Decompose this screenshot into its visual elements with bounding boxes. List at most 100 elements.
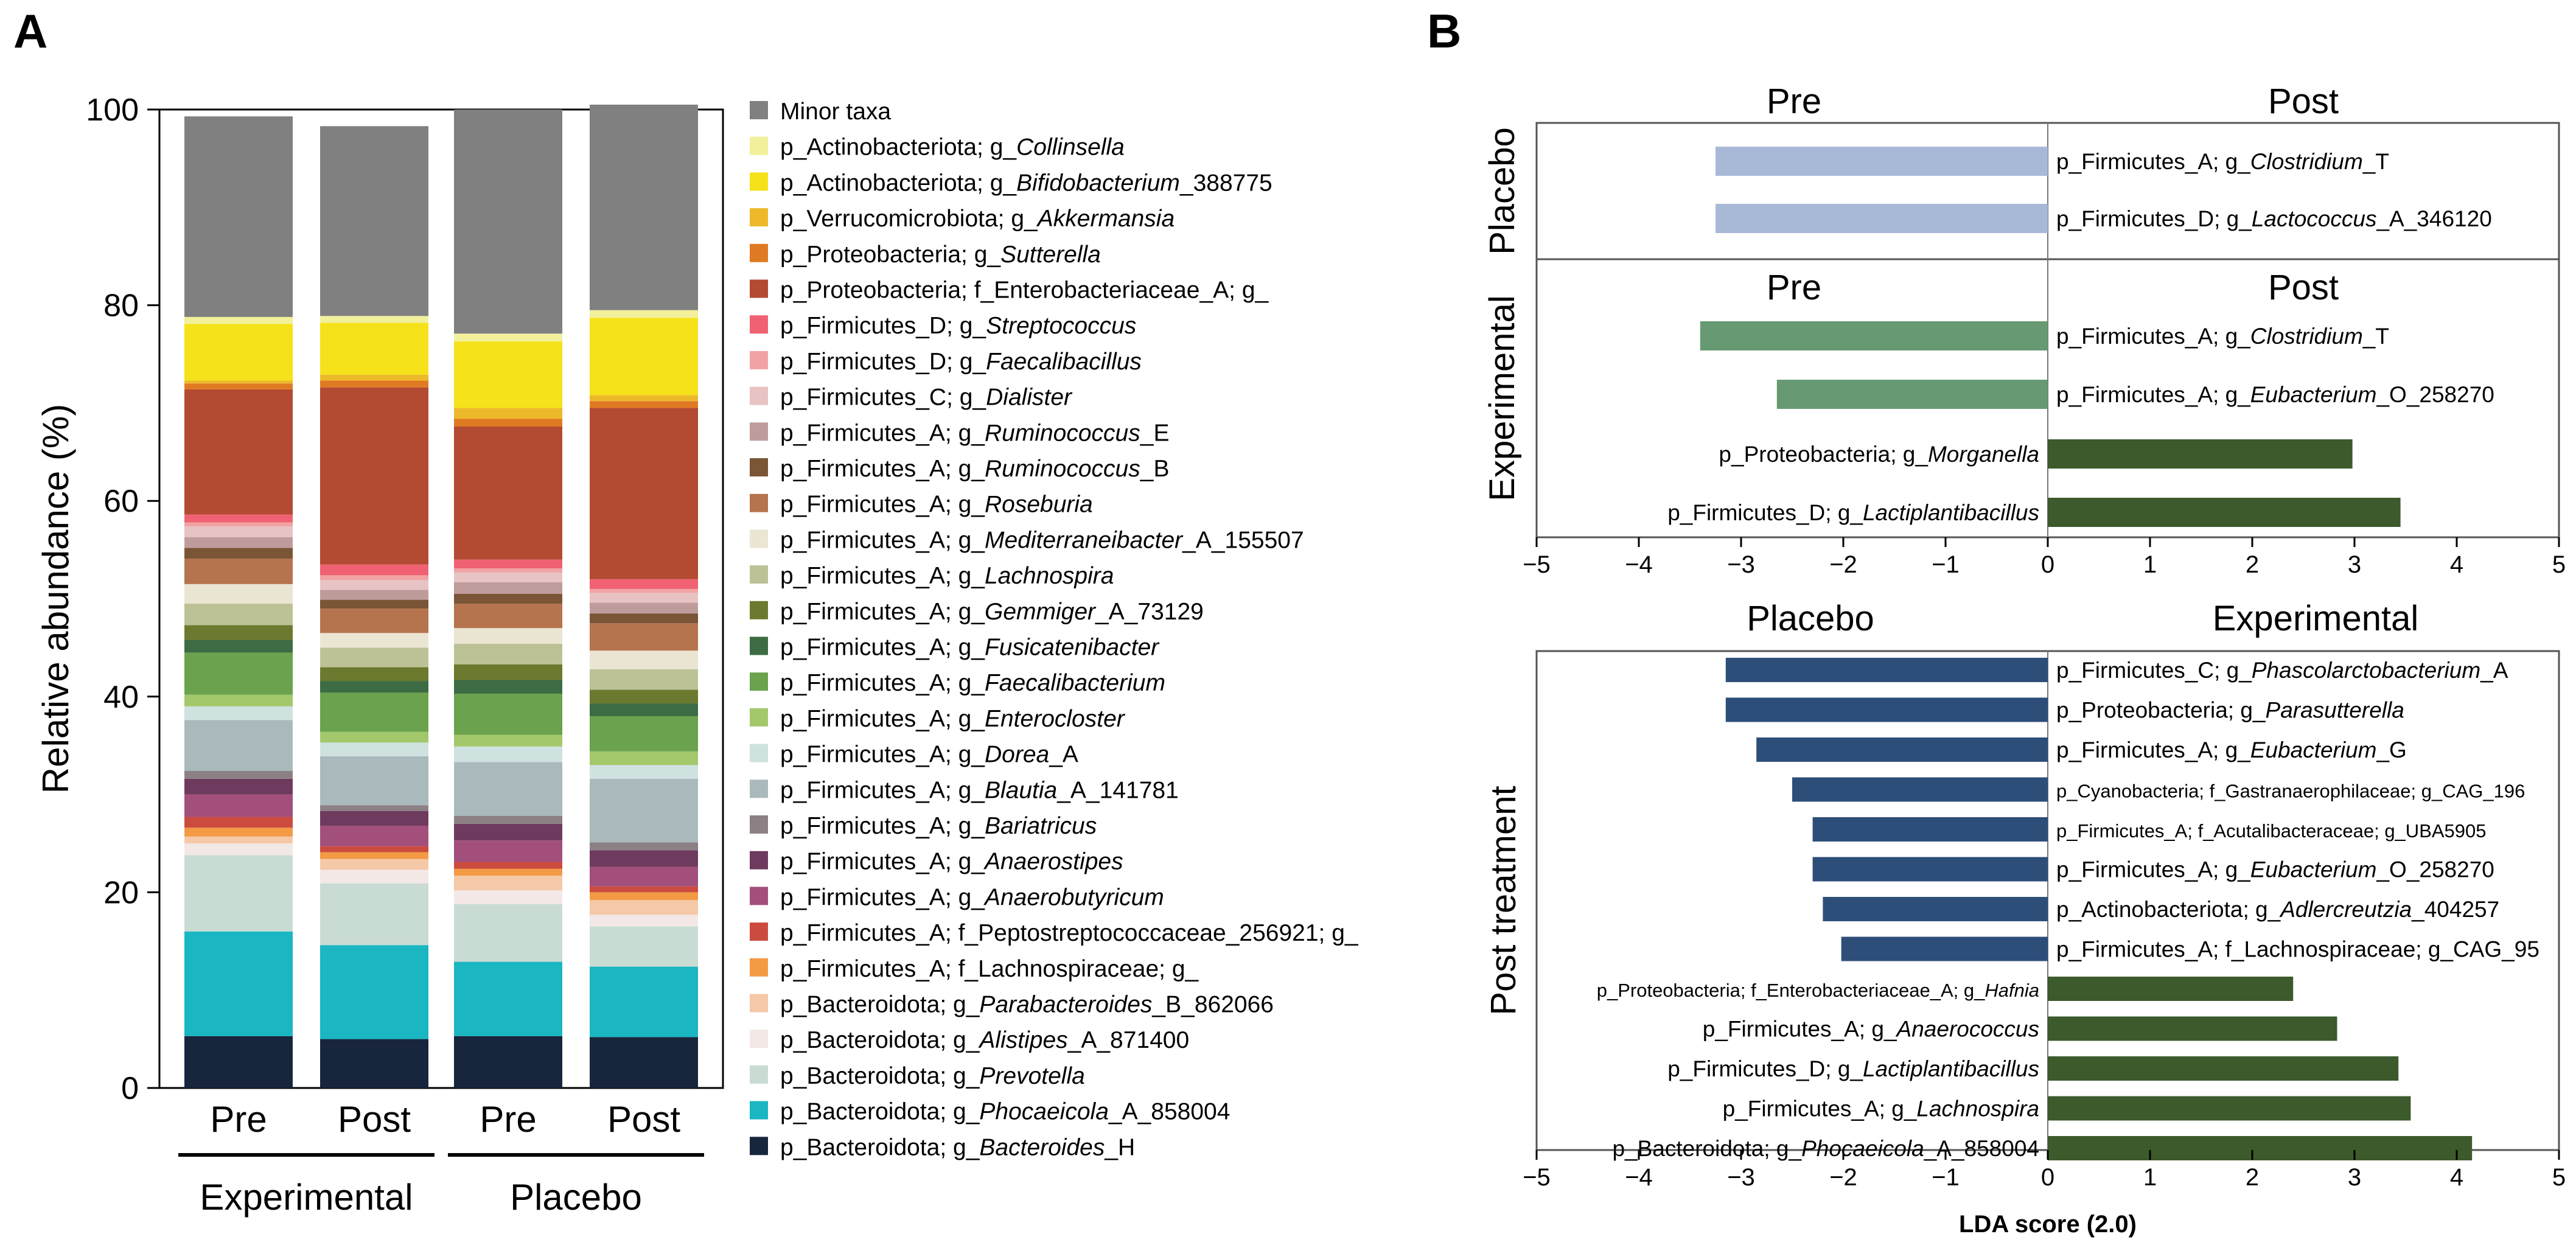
legend-item-genus: Blautia <box>985 777 1057 803</box>
x-tick-label: −2 <box>1829 551 1857 578</box>
bar-segment-p-firmicutes-a-g-bariatricus <box>320 805 428 811</box>
legend-item-suffix: _A_155507 <box>1182 527 1304 553</box>
bar-segment-p-firmicutes-a-g-lachnospira <box>184 604 293 626</box>
side-label-right: Experimental <box>2213 599 2418 638</box>
lda-feature-label-genus: Hafnia <box>1984 980 2039 1001</box>
bar-segment-p-firmicutes-d-g-streptococcus <box>184 514 293 523</box>
x-tick-label: −5 <box>1523 1164 1551 1191</box>
stacked-bar-chart: 0 20 40 60 80 100 Relative abundance (%) Pre Pos… <box>35 92 1359 1218</box>
x-tick-label: −5 <box>1523 551 1551 578</box>
bar-segment-p-firmicutes-a-g-fusicatenibacter <box>320 681 428 693</box>
bar-segment-p-firmicutes-d-g-streptococcus <box>454 559 562 569</box>
bar-segment-p-firmicutes-a-g-dorea-a <box>320 742 428 756</box>
bar-segment-p-firmicutes-a-g-mediterraneibacter-a-155507 <box>184 584 293 604</box>
bar-segment-minor-taxa <box>184 116 293 317</box>
lda-feature-label-genus: Parasutterella <box>2266 698 2404 723</box>
lda-feature-label-suffix: _404257 <box>2411 897 2499 922</box>
bar-segment-p-firmicutes-a-g-anaerobutyricum <box>454 840 562 862</box>
legend-item-text: p_Firmicutes_A; g_ <box>780 670 985 696</box>
legend-swatch <box>750 636 768 655</box>
bar-segment-p-bacteroidota-g-prevotella <box>590 926 698 967</box>
legend-item: p_Actinobacteriota; g_Bifidobacterium_38… <box>780 170 1272 196</box>
bar-segment-p-firmicutes-a-g-faecalibacterium <box>320 692 428 732</box>
legend-item: p_Bacteroidota; g_Parabacteroides_B_8620… <box>780 992 1274 1018</box>
lda-feature-label-genus: Adlercreutzia <box>2279 897 2412 922</box>
lda-bar <box>1716 147 2048 176</box>
legend-item-genus: Faecalibacterium <box>985 670 1165 696</box>
y-tick-label: 80 <box>103 288 139 324</box>
lda-bar <box>1812 817 2048 842</box>
legend-swatch <box>750 851 768 870</box>
legend-item: p_Bacteroidota; g_Bacteroides_H <box>780 1134 1135 1160</box>
legend-swatch <box>750 958 768 977</box>
bar-segment-p-firmicutes-a-g-enterocloster <box>454 734 562 747</box>
legend-item-text: p_Firmicutes_D; g_ <box>780 313 986 339</box>
bar-segment-p-bacteroidota-g-phocaeicola-a-858004 <box>454 961 562 1036</box>
legend-item-suffix: _A_858004 <box>1108 1099 1230 1125</box>
bar-segment-p-bacteroidota-g-alistipes-a-871400 <box>454 890 562 904</box>
lda-feature-label-text: p_Firmicutes_A; f_Lachnospiraceae; g_CAG… <box>2056 937 2539 962</box>
lda-feature-label: p_Firmicutes_A; g_Clostridium_T <box>2056 149 2389 174</box>
lda-bar <box>1776 380 2048 409</box>
bar-segment-p-firmicutes-a-g-ruminococcus-e <box>320 590 428 600</box>
legend-item-genus: Gemmiger <box>985 599 1097 625</box>
bar-segment-minor-taxa <box>454 110 562 334</box>
lda-feature-label: p_Firmicutes_A; g_Clostridium_T <box>2056 324 2389 349</box>
legend-item-text: p_Bacteroidota; g_ <box>780 1099 980 1125</box>
lda-feature-label-text: p_Firmicutes_D; g_ <box>1667 500 1863 525</box>
bar-segment-minor-taxa <box>590 104 698 310</box>
legend-item-genus: Faecalibacillus <box>986 349 1142 375</box>
legend-item-text: p_Firmicutes_A; f_Lachnospiraceae; g_ <box>780 956 1199 982</box>
bar-segment-p-firmicutes-a-g-anaerostipes <box>320 811 428 826</box>
bar-segment-p-firmicutes-a-f-peptostreptococcaceae-256921-g <box>184 817 293 828</box>
legend-swatch <box>750 172 768 191</box>
lda-bar <box>2048 498 2401 527</box>
legend-item-genus: Akkermansia <box>1036 206 1175 232</box>
bar-segment-p-firmicutes-d-g-faecalibacillus <box>184 522 293 527</box>
legend-swatch <box>750 1101 768 1120</box>
legend-item-text: p_Firmicutes_A; g_ <box>780 635 985 661</box>
legend-item-text: p_Firmicutes_A; g_ <box>780 813 985 839</box>
bar-segment-p-firmicutes-a-g-gemmiger-a-73129 <box>590 689 698 704</box>
lda-feature-label-genus: Lactiplantibacillus <box>1863 1056 2039 1081</box>
bar-segment-p-verrucomicrobiota-g-akkermansia <box>590 395 698 402</box>
legend-item-text: p_Actinobacteriota; g_ <box>780 134 1017 161</box>
legend-swatch <box>750 315 768 334</box>
bar-segment-p-firmicutes-c-g-dialister <box>184 526 293 537</box>
lda-bar <box>1841 936 2048 961</box>
bar-segment-p-firmicutes-a-f-peptostreptococcaceae-256921-g <box>320 846 428 852</box>
lda-feature-label: p_Firmicutes_A; g_Lachnospira <box>1723 1096 2039 1121</box>
legend-item-text: p_Firmicutes_A; g_ <box>780 527 985 553</box>
x-tick-label: 2 <box>2246 1164 2259 1191</box>
x-axis-title: LDA score (2.0) <box>1959 1211 2137 1238</box>
legend-item-suffix: _E <box>1140 420 1170 446</box>
bar-segment-p-firmicutes-a-g-mediterraneibacter-a-155507 <box>454 628 562 644</box>
bar-segment-p-firmicutes-a-g-ruminococcus-b <box>320 599 428 609</box>
group-label-placebo: Placebo <box>510 1177 642 1218</box>
lda-bar <box>2048 1016 2337 1041</box>
bar-segment-p-firmicutes-a-g-ruminococcus-b <box>184 548 293 559</box>
bar-segment-p-firmicutes-a-g-mediterraneibacter-a-155507 <box>320 633 428 648</box>
bar-segment-p-bacteroidota-g-bacteroides-h <box>454 1036 562 1088</box>
legend-item-text: p_Firmicutes_A; g_ <box>780 777 985 803</box>
legend-item: p_Firmicutes_A; g_Roseburia <box>780 492 1093 518</box>
legend-item-suffix: _A_141781 <box>1056 777 1179 803</box>
legend-item-text: p_Firmicutes_A; g_ <box>780 849 985 875</box>
bar-segment-p-firmicutes-a-g-gemmiger-a-73129 <box>184 625 293 640</box>
lda-feature-label-text: p_Bacteroidota; g_ <box>1612 1136 1801 1161</box>
y-tick-label: 0 <box>121 1071 139 1106</box>
bar-segment-p-firmicutes-a-g-ruminococcus-e <box>184 537 293 548</box>
bar-segment-p-firmicutes-a-g-anaerostipes <box>184 778 293 795</box>
bar-segment-p-firmicutes-c-g-dialister <box>320 580 428 590</box>
bar-segment-p-verrucomicrobiota-g-akkermansia <box>184 380 293 384</box>
bar-segment-p-firmicutes-a-f-lachnospiraceae-g <box>590 892 698 901</box>
bar-segment-p-proteobacteria-f-enterobacteriaceae-a-g <box>454 426 562 560</box>
lda-feature-label: p_Actinobacteriota; g_Adlercreutzia_4042… <box>2056 897 2499 922</box>
y-tick-label: 40 <box>103 680 139 715</box>
legend-swatch <box>750 136 768 155</box>
legend-item-text: p_Actinobacteriota; g_ <box>780 170 1017 196</box>
bar-segment-minor-taxa <box>320 126 428 316</box>
legend-item-text: p_Firmicutes_C; g_ <box>780 385 986 411</box>
bar-segment-p-bacteroidota-g-phocaeicola-a-858004 <box>590 966 698 1037</box>
panel-ylabel-experimental: Experimental <box>1482 295 1522 501</box>
